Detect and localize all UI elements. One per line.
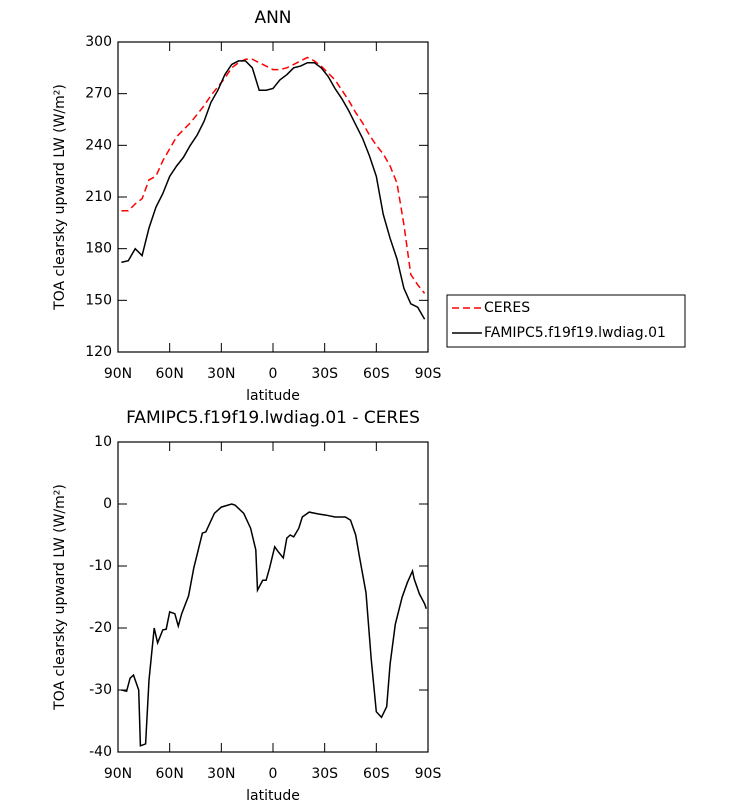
- chart-title: FAMIPC5.f19f19.lwdiag.01 - CERES: [126, 408, 420, 428]
- x-tick-label: 90S: [415, 366, 442, 382]
- y-tick-label: 120: [85, 344, 112, 360]
- legend-label: CERES: [484, 300, 530, 316]
- legend-label: FAMIPC5.f19f19.lwdiag.01: [484, 325, 666, 341]
- plot-frame: [117, 41, 429, 353]
- x-tick-label: 30N: [207, 366, 235, 382]
- x-tick-label: 90N: [104, 366, 132, 382]
- y-axis-label: TOA clearsky upward LW (W/m²): [52, 484, 68, 711]
- x-tick-label: 30S: [311, 366, 338, 382]
- x-tick-label: 30S: [311, 766, 338, 782]
- plot-frame: [117, 441, 429, 753]
- y-tick-label: 150: [85, 292, 112, 308]
- y-tick-label: 240: [85, 137, 112, 153]
- legend: CERES FAMIPC5.f19f19.lwdiag.01: [446, 294, 686, 348]
- x-tick-label: 90N: [104, 766, 132, 782]
- y-tick-label: 180: [85, 241, 112, 257]
- x-tick-label: 30N: [207, 766, 235, 782]
- chart-title: ANN: [254, 8, 291, 28]
- x-tick-label: 60S: [363, 366, 390, 382]
- y-tick-label: 270: [85, 86, 112, 102]
- y-tick-label: -10: [89, 558, 112, 574]
- y-tick-label: 210: [85, 189, 112, 205]
- x-tick-label: 60N: [156, 366, 184, 382]
- x-tick-label: 90S: [415, 766, 442, 782]
- y-tick-label: 10: [94, 434, 112, 450]
- x-tick-label: 60S: [363, 766, 390, 782]
- y-axis-label: TOA clearsky upward LW (W/m²): [52, 84, 68, 311]
- x-tick-label: 0: [269, 766, 278, 782]
- y-tick-label: 300: [85, 34, 112, 50]
- y-tick-label: 0: [103, 496, 112, 512]
- x-axis-label: latitude: [246, 788, 300, 804]
- data-line: [121, 503, 428, 747]
- y-tick-label: -30: [89, 682, 112, 698]
- y-tick-label: -20: [89, 620, 112, 636]
- x-tick-label: 60N: [156, 766, 184, 782]
- data-line: [121, 60, 426, 320]
- data-line: [121, 56, 426, 294]
- y-tick-label: -40: [89, 744, 112, 760]
- x-axis-label: latitude: [246, 388, 300, 404]
- x-tick-label: 0: [269, 366, 278, 382]
- legend-box: [446, 294, 686, 348]
